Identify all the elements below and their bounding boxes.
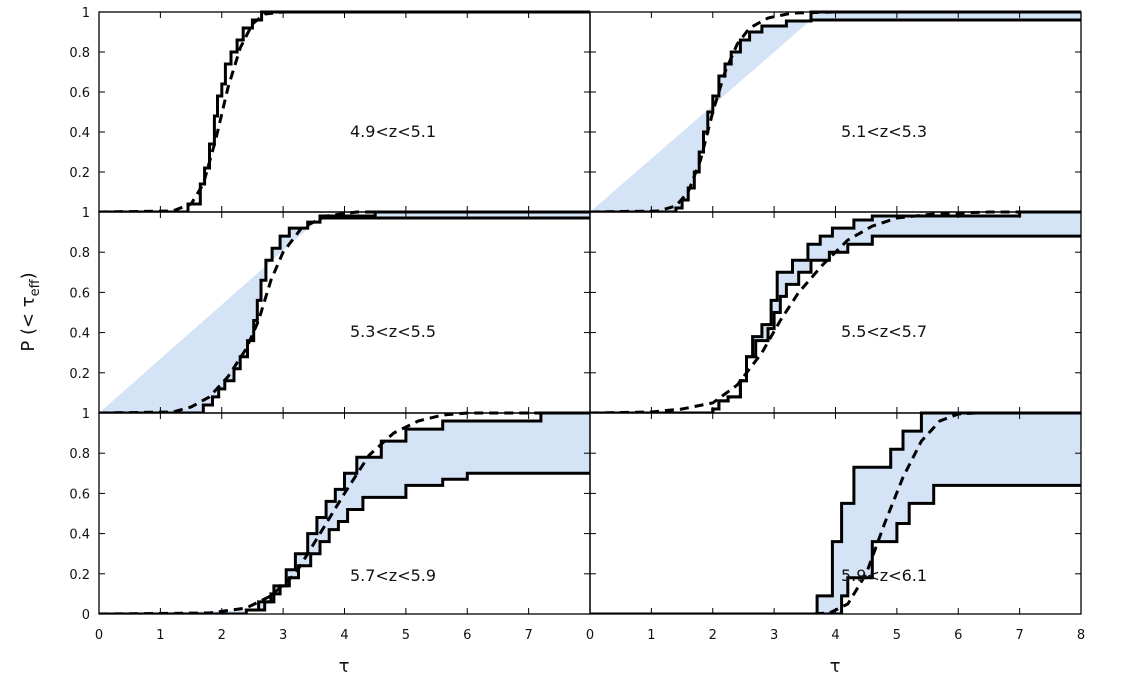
x-tick-label: 7	[1015, 628, 1023, 643]
x-tick-label: 2	[218, 628, 226, 643]
panel-3: 5.3<z<5.5 0.2 0.4 0.6 0.8 1	[69, 206, 591, 414]
y-tick-label: 1	[82, 206, 90, 221]
chart-panels: 4.9<z<5.1 0.2 0.4 0.6 0.8 1 5.1<z<5.3 5.3<z<5.5…	[69, 6, 1085, 643]
y-tick-label: 0.2	[69, 166, 90, 181]
panel-label: 5.9<z<6.1	[841, 566, 927, 585]
y-tick-label: 0	[82, 608, 90, 623]
x-tick-label: 7	[524, 628, 532, 643]
model-dashed-line	[99, 210, 590, 413]
panel-6: 5.9<z<6.1 0 1 2 3 4 5 6 7 8	[586, 411, 1085, 643]
y-tick-label: 0.8	[69, 246, 90, 261]
panel-4: 5.5<z<5.7	[589, 210, 1082, 414]
panel-1: 4.9<z<5.1 0.2 0.4 0.6 0.8 1	[69, 6, 591, 213]
panel-label: 5.7<z<5.9	[350, 566, 436, 585]
model-dashed-line	[590, 10, 1081, 212]
x-tick-label: 5	[402, 628, 410, 643]
x-tick-label: 2	[709, 628, 717, 643]
x-tick-label: 4	[340, 628, 348, 643]
y-axis-title: P (< τeff)	[18, 272, 43, 351]
y-axis-title-subscript: eff	[28, 278, 43, 296]
cdf-upper-line	[258, 411, 590, 612]
model-dashed-line	[99, 10, 590, 212]
y-tick-label: 0.2	[69, 568, 90, 583]
confidence-band	[99, 212, 590, 413]
confidence-band	[99, 413, 590, 614]
x-tick-label: 5	[893, 628, 901, 643]
y-axis-title-close: )	[18, 272, 39, 279]
panel-frame	[98, 11, 591, 213]
y-tick-label: 0.8	[69, 447, 90, 462]
cdf-lower-line	[590, 18, 1081, 212]
confidence-band	[590, 212, 1081, 413]
x-tick-label: 0	[95, 628, 103, 643]
x-axis-title-left: τ	[339, 656, 350, 677]
cdf-lower-line	[99, 10, 590, 212]
cdf-lower-line	[590, 483, 1081, 614]
x-tick-label: 1	[647, 628, 655, 643]
cdf-upper-line	[815, 411, 1081, 614]
panel-frame	[589, 412, 1082, 615]
y-tick-label: 0.6	[69, 86, 90, 101]
x-tick-label: 1	[156, 628, 164, 643]
y-tick-label: 0.4	[69, 126, 90, 141]
panel-label: 5.1<z<5.3	[841, 122, 927, 141]
x-tick-label: 6	[954, 628, 962, 643]
y-tick-label: 0.4	[69, 528, 90, 543]
x-tick-label: 8	[1077, 628, 1085, 643]
x-tick-label: 3	[770, 628, 778, 643]
x-tick-label: 3	[279, 628, 287, 643]
panel-2: 5.1<z<5.3	[589, 10, 1082, 213]
y-tick-label: 0.4	[69, 327, 90, 342]
y-tick-label: 1	[82, 407, 90, 422]
panel-label: 5.3<z<5.5	[350, 322, 436, 341]
x-tick-label: 0	[586, 628, 594, 643]
x-tick-label: 4	[831, 628, 839, 643]
confidence-band	[590, 413, 1081, 614]
y-tick-label: 0.6	[69, 487, 90, 502]
panel-5: 5.7<z<5.9 0 0.2 0.4 0.6 0.8 1 0 1 2 3 4 5 6 7	[69, 407, 591, 643]
x-axis-title-right: τ	[830, 656, 841, 677]
x-tick-label: 6	[463, 628, 471, 643]
cdf-lower-line	[99, 216, 590, 413]
y-tick-label: 0.8	[69, 46, 90, 61]
panel-label: 4.9<z<5.1	[350, 122, 436, 141]
y-tick-label: 0.6	[69, 286, 90, 301]
model-dashed-line	[99, 411, 590, 614]
y-axis-title-main: P (< τ	[18, 296, 39, 351]
y-tick-label: 1	[82, 6, 90, 21]
cdf-lower-line	[590, 234, 1081, 413]
panel-label: 5.5<z<5.7	[841, 322, 927, 341]
y-tick-label: 0.2	[69, 367, 90, 382]
confidence-band	[590, 12, 1081, 212]
cdf-upper-line	[711, 210, 1081, 413]
